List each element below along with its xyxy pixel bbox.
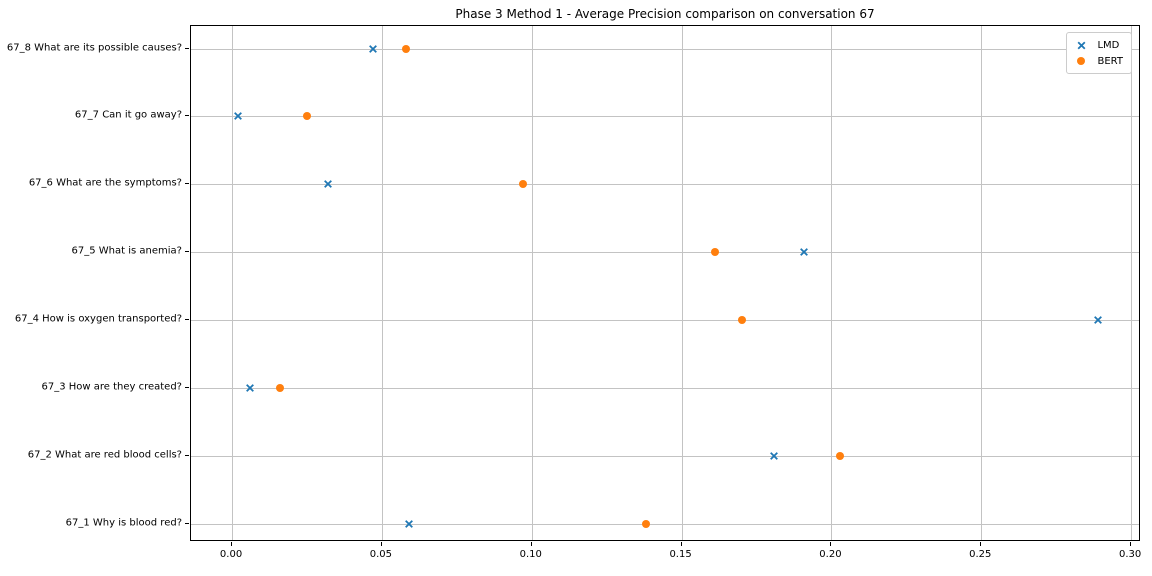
legend-x-icon: [1075, 39, 1087, 51]
scatter-point-bert-circle-icon: [836, 452, 845, 461]
x-tick-label: 0.30: [1118, 549, 1142, 560]
gridline-horizontal: [191, 252, 1139, 254]
scatter-point-lmd-x-icon: [404, 520, 413, 529]
legend-item-lmd: LMD: [1075, 37, 1123, 53]
x-tick-label: 0.20: [819, 549, 842, 560]
scatter-point-lmd-x-icon: [800, 248, 809, 257]
scatter-point-bert-circle-icon: [401, 44, 410, 53]
y-tick-mark: [185, 455, 189, 457]
y-tick-label: 67_5 What is anemia?: [71, 245, 182, 257]
x-tick-label: 0.25: [969, 549, 992, 560]
y-tick-label: 67_4 How is oxygen transported?: [14, 313, 182, 325]
y-tick-label: 67_2 What are red blood cells?: [27, 449, 182, 461]
legend-label: BERT: [1097, 55, 1123, 67]
y-tick-mark: [185, 115, 189, 117]
y-tick-label: 67_7 Can it go away?: [74, 109, 182, 121]
gridline-vertical: [531, 26, 533, 540]
x-tick-mark: [830, 542, 832, 546]
gridline-horizontal: [191, 320, 1139, 322]
y-tick-label: 67_3 How are they created?: [41, 381, 182, 393]
x-tick-mark: [231, 542, 233, 546]
y-tick-label: 67_1 Why is blood red?: [65, 517, 182, 529]
legend: LMD BERT: [1066, 32, 1132, 74]
scatter-point-lmd-x-icon: [323, 180, 332, 189]
scatter-point-bert-circle-icon: [710, 248, 719, 257]
scatter-point-bert-circle-icon: [302, 112, 311, 121]
gridline-horizontal: [191, 456, 1139, 458]
y-tick-label: 67_8 What are its possible causes?: [6, 42, 182, 53]
scatter-point-bert-circle-icon: [641, 520, 650, 528]
gridline-horizontal: [191, 524, 1139, 525]
scatter-point-lmd-x-icon: [1094, 316, 1103, 325]
legend-circle-dot: [1077, 57, 1086, 65]
scatter-point-bert-circle-icon: [737, 316, 746, 325]
y-tick-mark: [185, 47, 189, 49]
gridline-vertical: [232, 26, 234, 540]
gridline-vertical: [1131, 26, 1133, 540]
x-tick-mark: [980, 542, 982, 546]
y-tick-mark: [185, 183, 189, 185]
scatter-point-lmd-x-icon: [246, 384, 255, 393]
y-tick-mark: [185, 319, 189, 321]
x-tick-label: 0.15: [669, 549, 692, 560]
y-tick-mark: [185, 523, 189, 524]
legend-label: LMD: [1097, 39, 1120, 51]
plot-area: LMD BERT: [190, 25, 1140, 541]
x-tick-label: 0.10: [519, 549, 542, 560]
y-tick-mark: [185, 251, 189, 253]
gridline-vertical: [981, 26, 983, 540]
gridline-horizontal: [191, 184, 1139, 186]
scatter-point-lmd-x-icon: [368, 44, 377, 53]
gridline-vertical: [681, 26, 683, 540]
x-tick-label: 0.05: [369, 549, 393, 560]
gridline-horizontal: [191, 116, 1139, 118]
x-tick-mark: [530, 542, 532, 546]
x-tick-mark: [380, 542, 382, 546]
scatter-point-lmd-x-icon: [770, 452, 779, 461]
x-tick-mark: [1130, 542, 1132, 546]
scatter-point-bert-circle-icon: [276, 384, 284, 393]
gridline-horizontal: [191, 48, 1139, 50]
legend-item-bert: BERT: [1075, 53, 1123, 69]
y-tick-mark: [185, 387, 189, 389]
gridline-horizontal: [191, 388, 1139, 390]
x-tick-label: 0.00: [219, 549, 243, 560]
chart-title: Phase 3 Method 1 - Average Precision com…: [455, 7, 875, 21]
gridline-vertical: [381, 26, 383, 540]
scatter-point-lmd-x-icon: [234, 112, 243, 121]
x-tick-mark: [680, 542, 682, 546]
gridline-vertical: [831, 26, 833, 540]
scatter-point-bert-circle-icon: [518, 180, 527, 189]
legend-circle-icon: [1075, 55, 1087, 67]
y-tick-label: 67_6 What are the symptoms?: [28, 177, 182, 189]
